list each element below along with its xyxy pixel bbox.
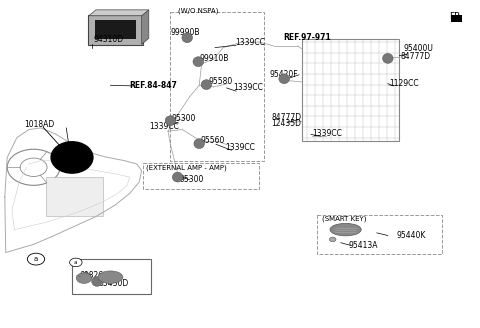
Text: 95400U: 95400U	[403, 44, 433, 53]
Text: (W/O NSPA): (W/O NSPA)	[178, 7, 218, 14]
Text: 95413A: 95413A	[348, 241, 378, 250]
Ellipse shape	[201, 80, 212, 90]
Circle shape	[329, 237, 336, 242]
Circle shape	[70, 258, 82, 267]
Ellipse shape	[383, 53, 393, 63]
Bar	[143, 163, 259, 189]
Polygon shape	[89, 10, 149, 16]
Polygon shape	[142, 10, 149, 44]
Text: 84777D: 84777D	[271, 113, 301, 122]
Bar	[72, 259, 151, 294]
Ellipse shape	[194, 139, 204, 149]
Text: 12435D: 12435D	[271, 119, 301, 129]
Bar	[46, 177, 103, 216]
Ellipse shape	[98, 271, 123, 283]
Ellipse shape	[279, 74, 289, 84]
Text: 1129CC: 1129CC	[389, 79, 419, 88]
Text: 69826: 69826	[79, 271, 103, 280]
FancyBboxPatch shape	[88, 15, 143, 45]
Bar	[302, 39, 399, 141]
Text: 1339CC: 1339CC	[233, 83, 263, 92]
Text: (EXTERNAL AMP - AMP): (EXTERNAL AMP - AMP)	[146, 164, 227, 171]
Text: 05430D: 05430D	[98, 279, 129, 288]
Text: 1339CC: 1339CC	[312, 129, 342, 138]
Text: a: a	[74, 260, 78, 265]
Ellipse shape	[80, 272, 91, 282]
Text: 1018AD: 1018AD	[24, 120, 54, 129]
Ellipse shape	[182, 33, 192, 43]
Text: 99910B: 99910B	[199, 54, 228, 63]
Text: 95580: 95580	[209, 77, 233, 86]
Ellipse shape	[193, 57, 204, 67]
Text: 1339CC: 1339CC	[149, 122, 179, 131]
Text: 95300: 95300	[172, 113, 196, 123]
Circle shape	[27, 253, 45, 265]
Text: REF.97-971: REF.97-971	[283, 33, 331, 42]
Text: (SMART KEY): (SMART KEY)	[322, 216, 366, 222]
Text: 95440K: 95440K	[396, 231, 426, 240]
Bar	[317, 215, 442, 254]
Text: 95560: 95560	[201, 136, 225, 145]
Ellipse shape	[50, 141, 94, 174]
Bar	[95, 20, 136, 39]
Text: a: a	[34, 256, 38, 262]
Text: REF.84-847: REF.84-847	[130, 81, 178, 90]
Text: 95420F: 95420F	[270, 70, 299, 79]
Text: 94310D: 94310D	[94, 35, 124, 44]
Ellipse shape	[92, 277, 102, 286]
Text: 1339CC: 1339CC	[226, 143, 255, 152]
Text: 99990B: 99990B	[170, 28, 200, 37]
Text: 1339CC: 1339CC	[235, 38, 265, 47]
Bar	[451, 15, 462, 22]
Circle shape	[76, 273, 92, 283]
Text: 84777D: 84777D	[401, 52, 431, 61]
Ellipse shape	[165, 116, 176, 126]
Ellipse shape	[330, 223, 361, 236]
Ellipse shape	[172, 172, 183, 182]
Bar	[170, 12, 264, 161]
Text: 95300: 95300	[180, 175, 204, 184]
Text: FR.: FR.	[449, 12, 463, 21]
